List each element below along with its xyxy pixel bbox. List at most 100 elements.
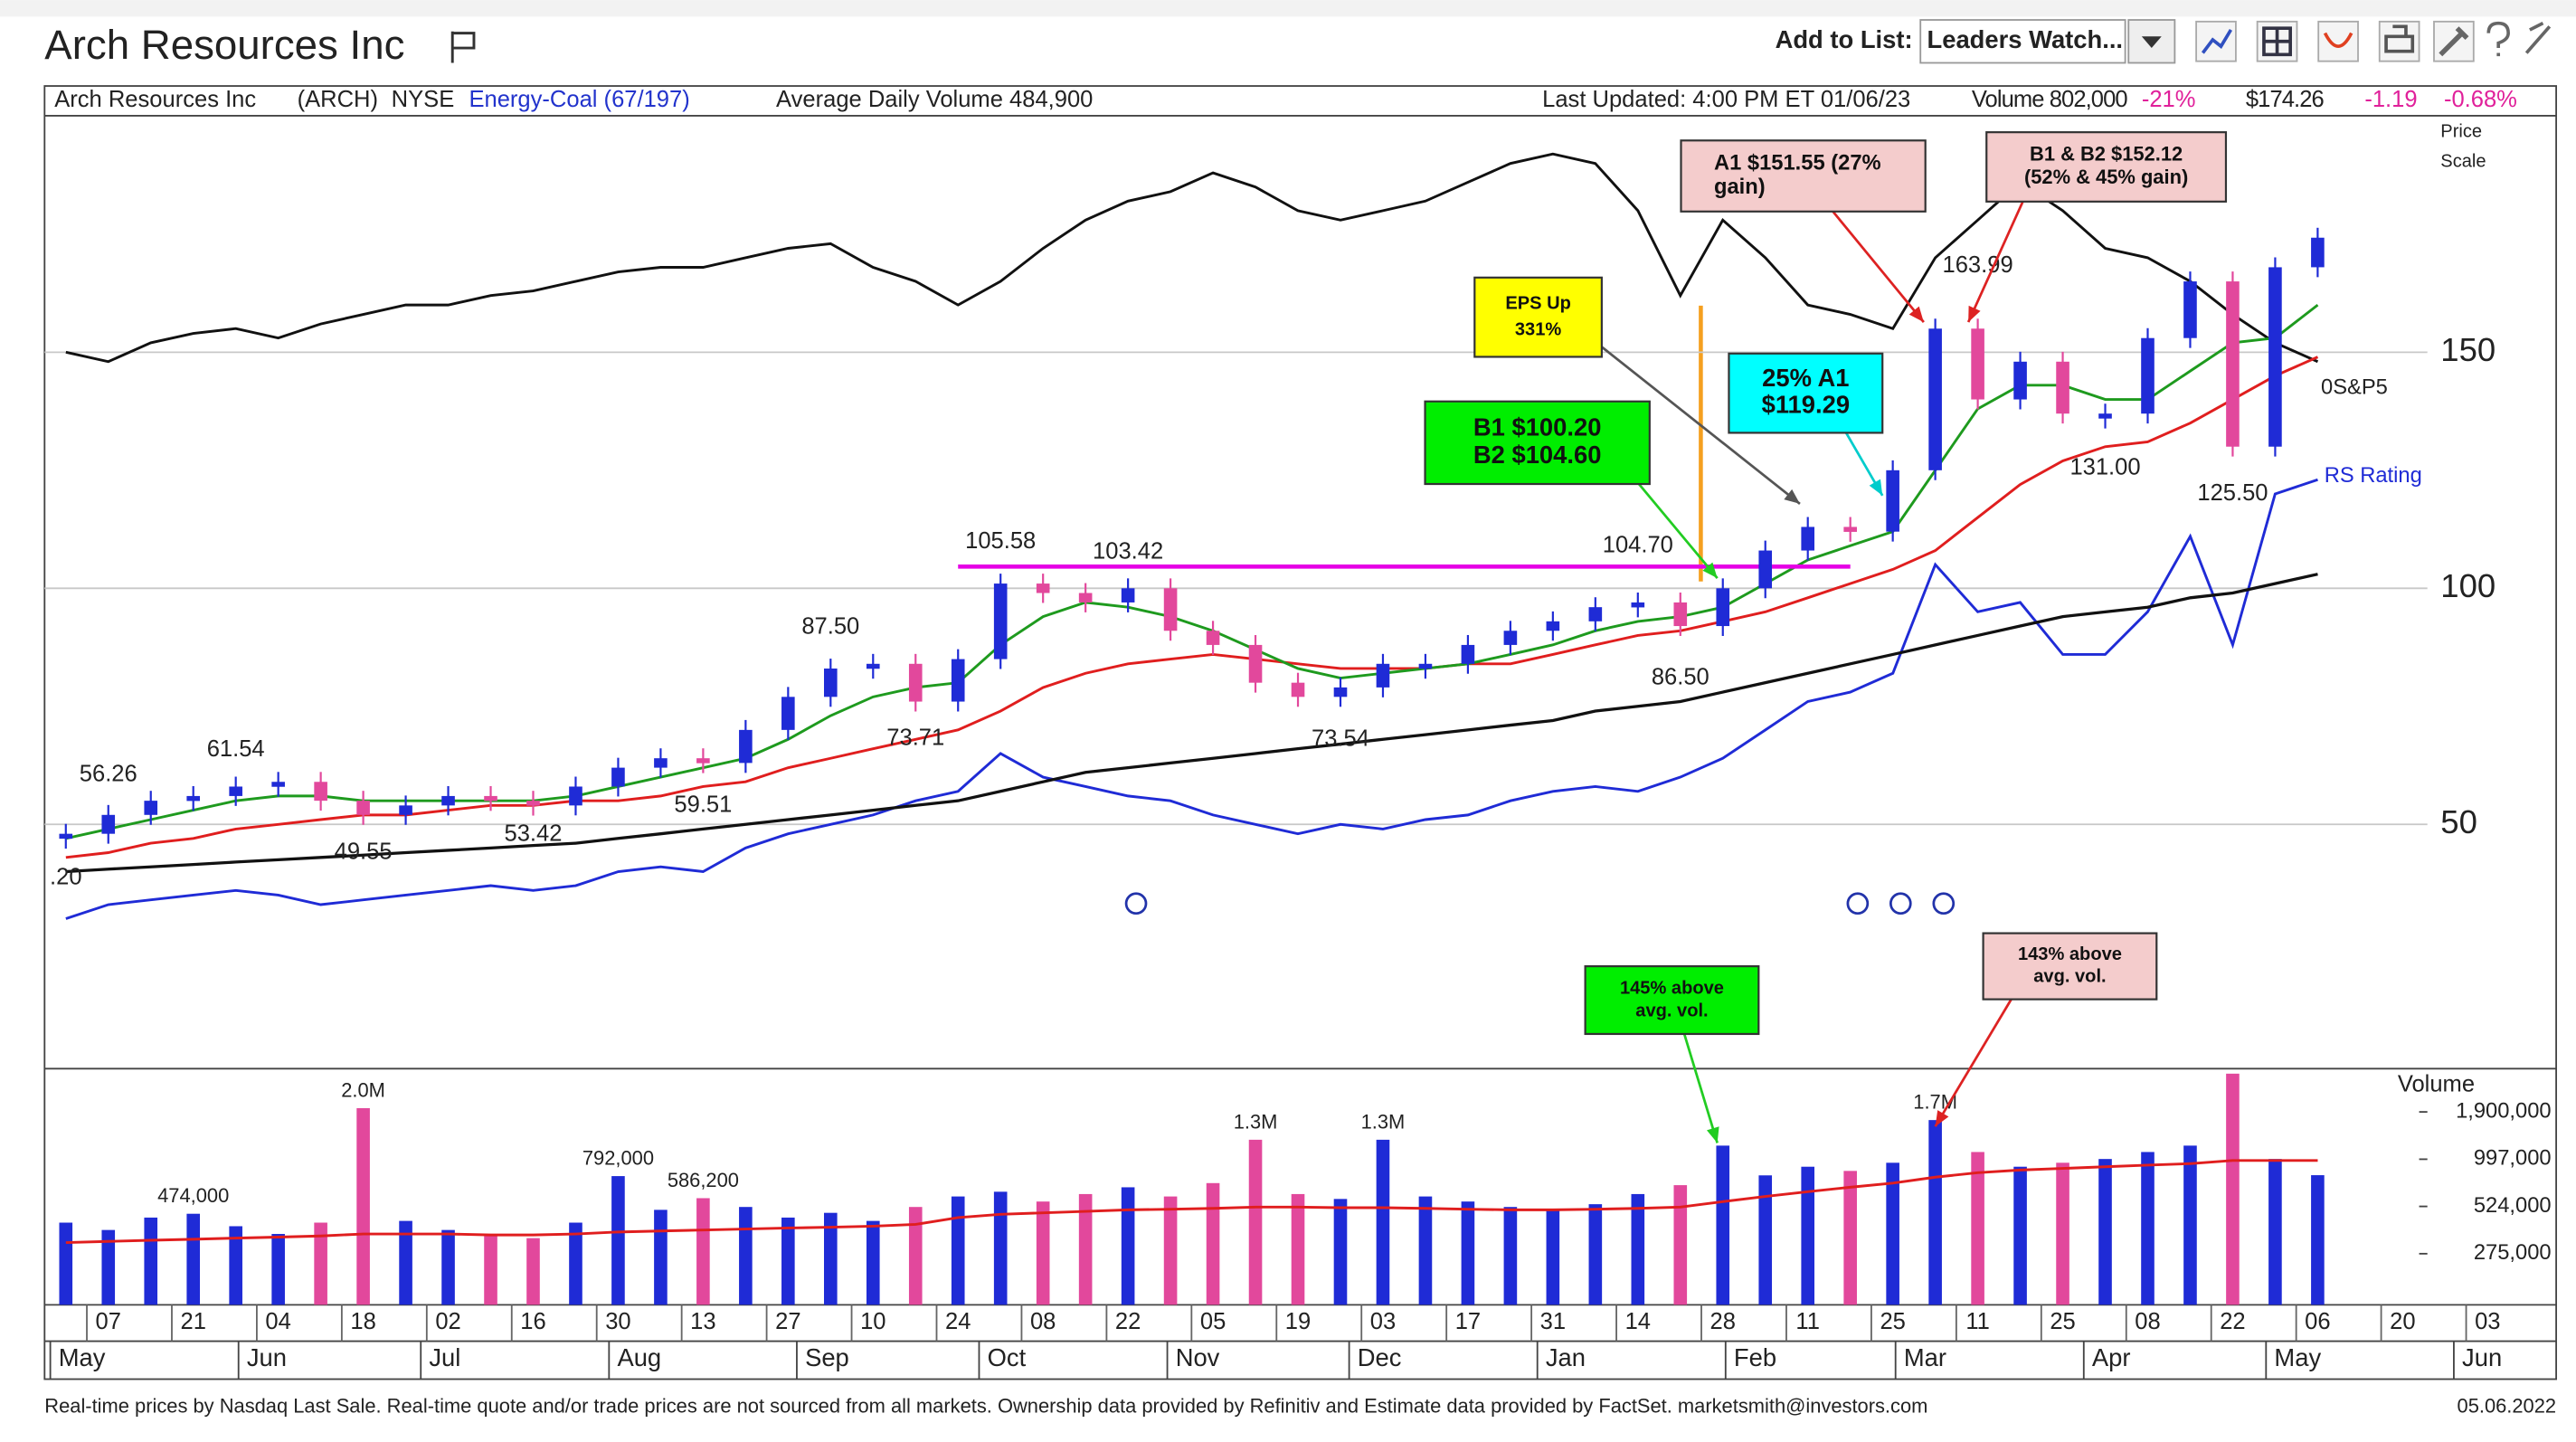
volume-bar	[1928, 1120, 1942, 1305]
volume: Volume 802,000	[1972, 87, 2128, 112]
volume-bar	[399, 1220, 412, 1305]
annotation-text: 331%	[1515, 320, 1561, 340]
arrow-head	[1869, 479, 1883, 496]
price-bar	[1291, 682, 1305, 697]
price-bar	[1163, 588, 1178, 631]
arrow-head	[1968, 305, 1981, 323]
price-bar	[526, 801, 540, 806]
price-bar	[2013, 361, 2027, 400]
price-bar	[144, 801, 158, 815]
volume-avg	[65, 1159, 2318, 1244]
volume-label: 2.0M	[341, 1078, 385, 1101]
volume-bar	[356, 1107, 370, 1305]
axis-label: Scale	[2440, 151, 2486, 171]
annotation-text: EPS Up	[1505, 293, 1571, 313]
event-marker[interactable]	[1889, 892, 1912, 915]
price-label: 49.55	[335, 840, 393, 865]
volume-bar	[1248, 1139, 1263, 1305]
last-updated: Last Updated: 4:00 PM ET 01/06/23	[1542, 87, 1910, 112]
arrow-head	[1935, 1110, 1949, 1127]
month-label: Apr	[2092, 1343, 2131, 1371]
price-bar	[1206, 631, 1220, 645]
event-marker[interactable]	[1932, 892, 1956, 915]
price-bar	[951, 659, 965, 702]
price-bar	[908, 663, 923, 702]
line-label: 0S&P5	[2321, 375, 2388, 399]
price-label: 163.99	[1943, 252, 2013, 278]
annotation-text: 25% A1	[1762, 364, 1849, 392]
annotation-text: B1 $100.20	[1473, 413, 1602, 441]
price-bar	[1248, 644, 1263, 683]
price-bar	[569, 786, 582, 806]
flag-icon[interactable]	[450, 31, 476, 63]
price-bar	[611, 767, 625, 787]
x-tick-label: 28	[1710, 1309, 1736, 1334]
price-bar	[866, 663, 880, 669]
rs-line	[65, 478, 2318, 920]
price-label: 73.71	[886, 725, 944, 750]
volume-bar	[271, 1234, 285, 1305]
event-marker[interactable]	[1846, 892, 1870, 915]
icon	[2384, 24, 2415, 53]
company-name: Arch Resources Inc	[54, 87, 256, 112]
price-bar	[2311, 237, 2325, 268]
page-title: Arch Resources Inc	[44, 22, 404, 68]
volume-bar	[2226, 1073, 2240, 1305]
volume-bar	[526, 1238, 540, 1305]
arrow-head	[1784, 489, 1800, 504]
price-bar	[2141, 337, 2155, 414]
annotation-text: gain)	[1714, 176, 1766, 199]
event-marker[interactable]	[1124, 892, 1148, 915]
x-tick-label: 03	[2475, 1309, 2500, 1334]
x-tick-label: 16	[520, 1309, 545, 1334]
price-bar	[1418, 663, 1433, 669]
volume-label: 1.3M	[1234, 1110, 1278, 1133]
avg-volume: Average Daily Volume 484,900	[776, 87, 1093, 112]
volume-bar	[229, 1226, 242, 1305]
volume-bar	[2183, 1145, 2197, 1305]
annotation-text: (52% & 45% gain)	[2024, 166, 2188, 188]
price-bar	[271, 782, 285, 787]
help-button[interactable]	[2486, 21, 2510, 57]
volume-bar	[1291, 1193, 1305, 1305]
price-label: 73.54	[1312, 726, 1369, 751]
price-bar	[2056, 361, 2069, 414]
x-tick-label: 10	[860, 1309, 886, 1334]
price-bar	[1078, 593, 1093, 602]
volume-bar	[59, 1222, 73, 1305]
volume-bar	[1418, 1196, 1433, 1305]
volume-label: 1.3M	[1361, 1110, 1406, 1133]
x-tick-label: 14	[1625, 1309, 1651, 1334]
symbol: (ARCH)	[298, 87, 378, 112]
volume-bar	[1843, 1171, 1857, 1305]
month-label: Oct	[988, 1343, 1027, 1371]
price-bar	[1716, 588, 1730, 627]
industry-group[interactable]: Energy-Coal (67/197)	[469, 87, 689, 112]
price-bar	[229, 786, 242, 796]
volume-bar	[1121, 1187, 1135, 1305]
annotation-box	[1584, 965, 1760, 1036]
volume-bar	[1206, 1182, 1220, 1305]
price-bar	[1461, 644, 1475, 664]
price-bar	[101, 814, 116, 834]
volume-tick-label: 1,900,000	[2456, 1099, 2552, 1123]
volume-bar	[993, 1191, 1008, 1305]
overlay-button[interactable]	[2317, 20, 2359, 62]
x-tick-label: 06	[2305, 1309, 2330, 1334]
sp500-line	[65, 152, 2319, 364]
dropdown-button[interactable]	[2127, 19, 2176, 64]
price-bar	[186, 795, 201, 802]
x-tick-label: 20	[2390, 1309, 2415, 1334]
list-dropdown[interactable]	[1919, 19, 2126, 64]
edit-button[interactable]	[2524, 22, 2552, 54]
volume-bar	[824, 1212, 838, 1305]
x-tick-label: 25	[1880, 1309, 1905, 1334]
x-tick-label: 11	[1965, 1309, 1990, 1334]
volume-label: 586,200	[668, 1169, 739, 1191]
x-tick-label: 11	[1795, 1309, 1820, 1334]
volume-bar	[1716, 1145, 1730, 1305]
event-markers	[1124, 892, 1956, 915]
price-bar	[1758, 550, 1773, 589]
x-tick-label: 27	[775, 1309, 800, 1334]
